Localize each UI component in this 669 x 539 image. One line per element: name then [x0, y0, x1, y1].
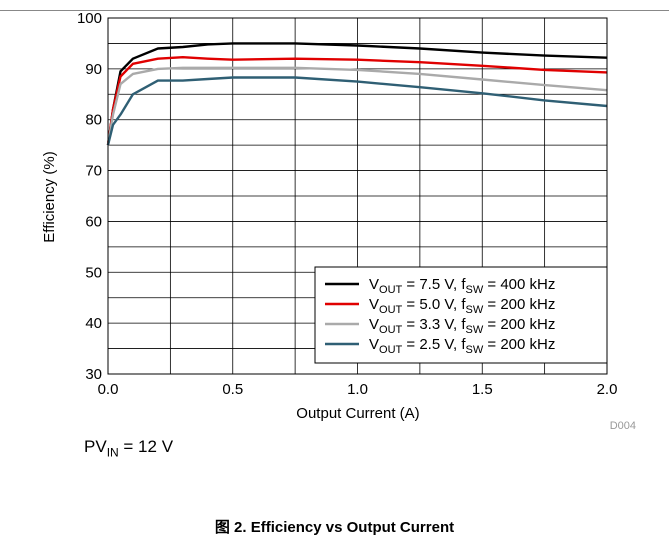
- tick-labels: 0.0 0.5 1.0 1.5 2.0 30 40 50 60 70 80 90 100: [77, 10, 617, 398]
- x-tick-label: 2.0: [597, 381, 618, 398]
- x-axis-label: Output Current (A): [296, 405, 419, 422]
- x-tick-label: 1.0: [347, 381, 368, 398]
- legend-box: [314, 266, 608, 364]
- x-tick-label: 1.5: [472, 381, 493, 398]
- series-layer: [106, 42, 608, 146]
- pvin-prefix: PV: [84, 437, 107, 456]
- figure-caption: 图 2. Efficiency vs Output Current: [214, 519, 455, 536]
- y-tick-label: 80: [85, 112, 102, 129]
- series-line-2: [106, 56, 608, 146]
- y-tick-label: 60: [85, 213, 102, 230]
- legend-label-1: VOUT = 7.5 V, fSW = 400 kHz: [369, 276, 555, 296]
- legend-label-4: VOUT = 2.5 V, fSW = 200 kHz: [369, 336, 555, 356]
- series-line-4: [106, 76, 608, 146]
- figure-code: D004: [610, 420, 636, 430]
- y-axis-label: Efficiency (%): [41, 151, 58, 242]
- pvin-note: PVIN = 12 V: [84, 437, 173, 459]
- y-tick-label: 70: [85, 163, 102, 180]
- series-line-3: [106, 66, 608, 146]
- y-tick-label: 40: [85, 315, 102, 332]
- legend-label-2: VOUT = 5.0 V, fSW = 200 kHz: [369, 296, 555, 316]
- y-tick-label: 50: [85, 264, 102, 281]
- plot-frame: [107, 17, 608, 375]
- y-tick-label: 30: [85, 366, 102, 383]
- series-line-1: [106, 42, 608, 146]
- pvin-value: = 12 V: [118, 437, 174, 456]
- x-tick-label: 0.0: [98, 381, 119, 398]
- y-tick-label: 100: [77, 10, 102, 27]
- top-rule: [0, 10, 669, 11]
- y-tick-label: 90: [85, 61, 102, 78]
- pvin-subscript: IN: [106, 445, 119, 460]
- legend-label-3: VOUT = 3.3 V, fSW = 200 kHz: [369, 316, 555, 336]
- x-tick-label: 0.5: [222, 381, 243, 398]
- efficiency-chart: 0.0 0.5 1.0 1.5 2.0 30 40 50 60 70 80 90 100 Output …: [41, 10, 636, 430]
